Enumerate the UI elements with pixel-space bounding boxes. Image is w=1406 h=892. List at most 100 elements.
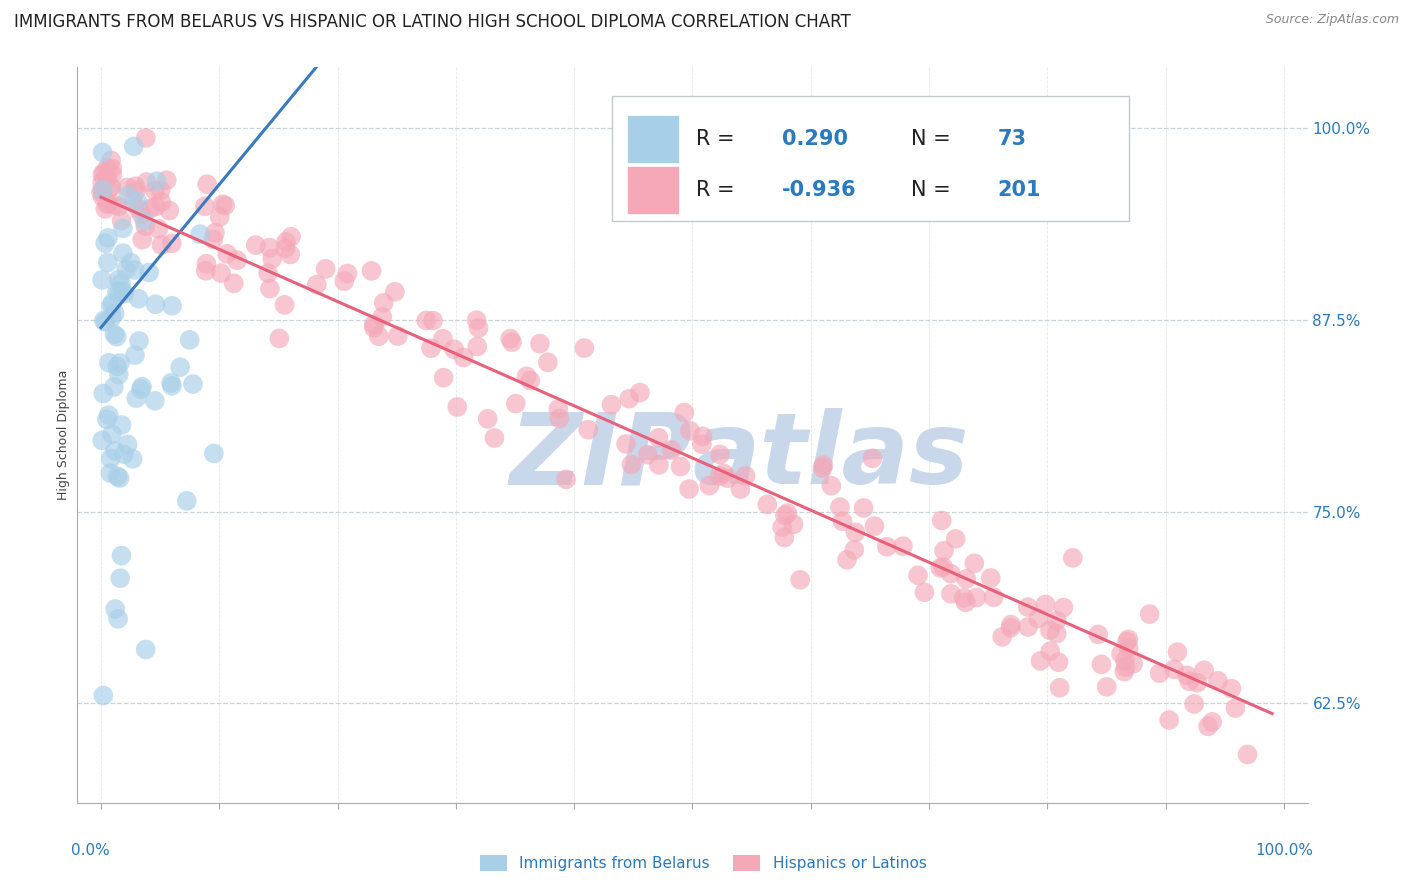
Point (138, 265, 160, 279)
Point (91, 175, 114, 189)
Point (953, 591, 976, 605)
Point (501, 335, 523, 350)
Point (194, 199, 217, 213)
Point (101, 168, 124, 182)
Point (1122, 657, 1144, 671)
Point (1118, 640, 1140, 655)
Point (91, 168, 114, 182)
Point (101, 161, 124, 176)
Point (110, 549, 132, 563)
Point (122, 139, 145, 153)
Text: R =: R = (696, 180, 741, 200)
Point (1201, 714, 1223, 729)
Point (730, 482, 752, 496)
Point (628, 385, 651, 400)
Point (505, 397, 527, 411)
Point (93, 165, 115, 179)
Point (245, 238, 267, 252)
Point (1000, 621, 1022, 635)
Point (939, 587, 962, 601)
Point (669, 459, 692, 474)
Y-axis label: High School Diploma: High School Diploma (58, 369, 70, 500)
Point (91, 184, 114, 198)
Point (105, 359, 128, 374)
Point (90, 185, 112, 199)
Point (1017, 620, 1039, 634)
Point (1109, 647, 1132, 661)
Point (446, 400, 468, 414)
Point (98, 466, 121, 480)
Point (387, 329, 409, 343)
Text: N =: N = (911, 180, 957, 200)
Text: -0.936: -0.936 (782, 180, 856, 200)
Point (709, 469, 731, 483)
Point (208, 210, 231, 224)
Point (107, 199, 129, 213)
Point (107, 272, 129, 286)
Point (94, 202, 117, 216)
Point (852, 500, 875, 515)
Point (160, 299, 183, 313)
Point (125, 184, 148, 198)
Point (1236, 747, 1258, 762)
Point (1220, 681, 1243, 696)
Point (204, 226, 226, 240)
Point (115, 262, 138, 277)
Point (94, 315, 117, 329)
Point (415, 313, 437, 327)
Point (432, 332, 454, 346)
Point (160, 376, 183, 390)
Point (179, 333, 201, 347)
Point (100, 153, 122, 168)
Point (156, 173, 179, 187)
Point (211, 197, 233, 211)
Point (548, 411, 571, 425)
Point (127, 202, 149, 216)
Text: 73: 73 (998, 128, 1026, 149)
Point (333, 274, 356, 288)
Point (1039, 623, 1062, 637)
Point (574, 341, 596, 355)
Point (111, 285, 134, 299)
Point (104, 306, 127, 320)
Point (336, 267, 359, 281)
Point (101, 296, 124, 310)
Point (96, 196, 118, 211)
Point (661, 443, 683, 458)
Point (907, 568, 929, 582)
Point (122, 194, 145, 209)
Point (699, 478, 721, 492)
Point (831, 514, 853, 528)
Point (932, 560, 955, 574)
Point (103, 197, 125, 211)
Point (955, 595, 977, 609)
Point (983, 591, 1005, 605)
Point (104, 443, 127, 458)
Point (1095, 680, 1118, 694)
Point (1039, 644, 1062, 658)
Point (209, 266, 232, 280)
Text: atlas: atlas (693, 409, 969, 506)
Point (127, 194, 149, 209)
Point (980, 571, 1002, 585)
Point (222, 277, 245, 291)
Point (214, 198, 236, 212)
Point (648, 458, 671, 472)
Point (360, 264, 382, 278)
Point (110, 417, 132, 432)
FancyBboxPatch shape (613, 96, 1129, 221)
Point (773, 531, 796, 545)
Point (1206, 673, 1229, 688)
Point (373, 295, 395, 310)
Point (135, 175, 157, 189)
Point (614, 437, 637, 451)
Point (108, 356, 131, 370)
Point (420, 341, 443, 355)
Point (259, 241, 281, 255)
Point (1159, 713, 1181, 727)
Point (202, 446, 225, 460)
Point (129, 382, 152, 396)
Point (966, 591, 988, 605)
Point (108, 285, 131, 299)
Point (844, 525, 866, 540)
